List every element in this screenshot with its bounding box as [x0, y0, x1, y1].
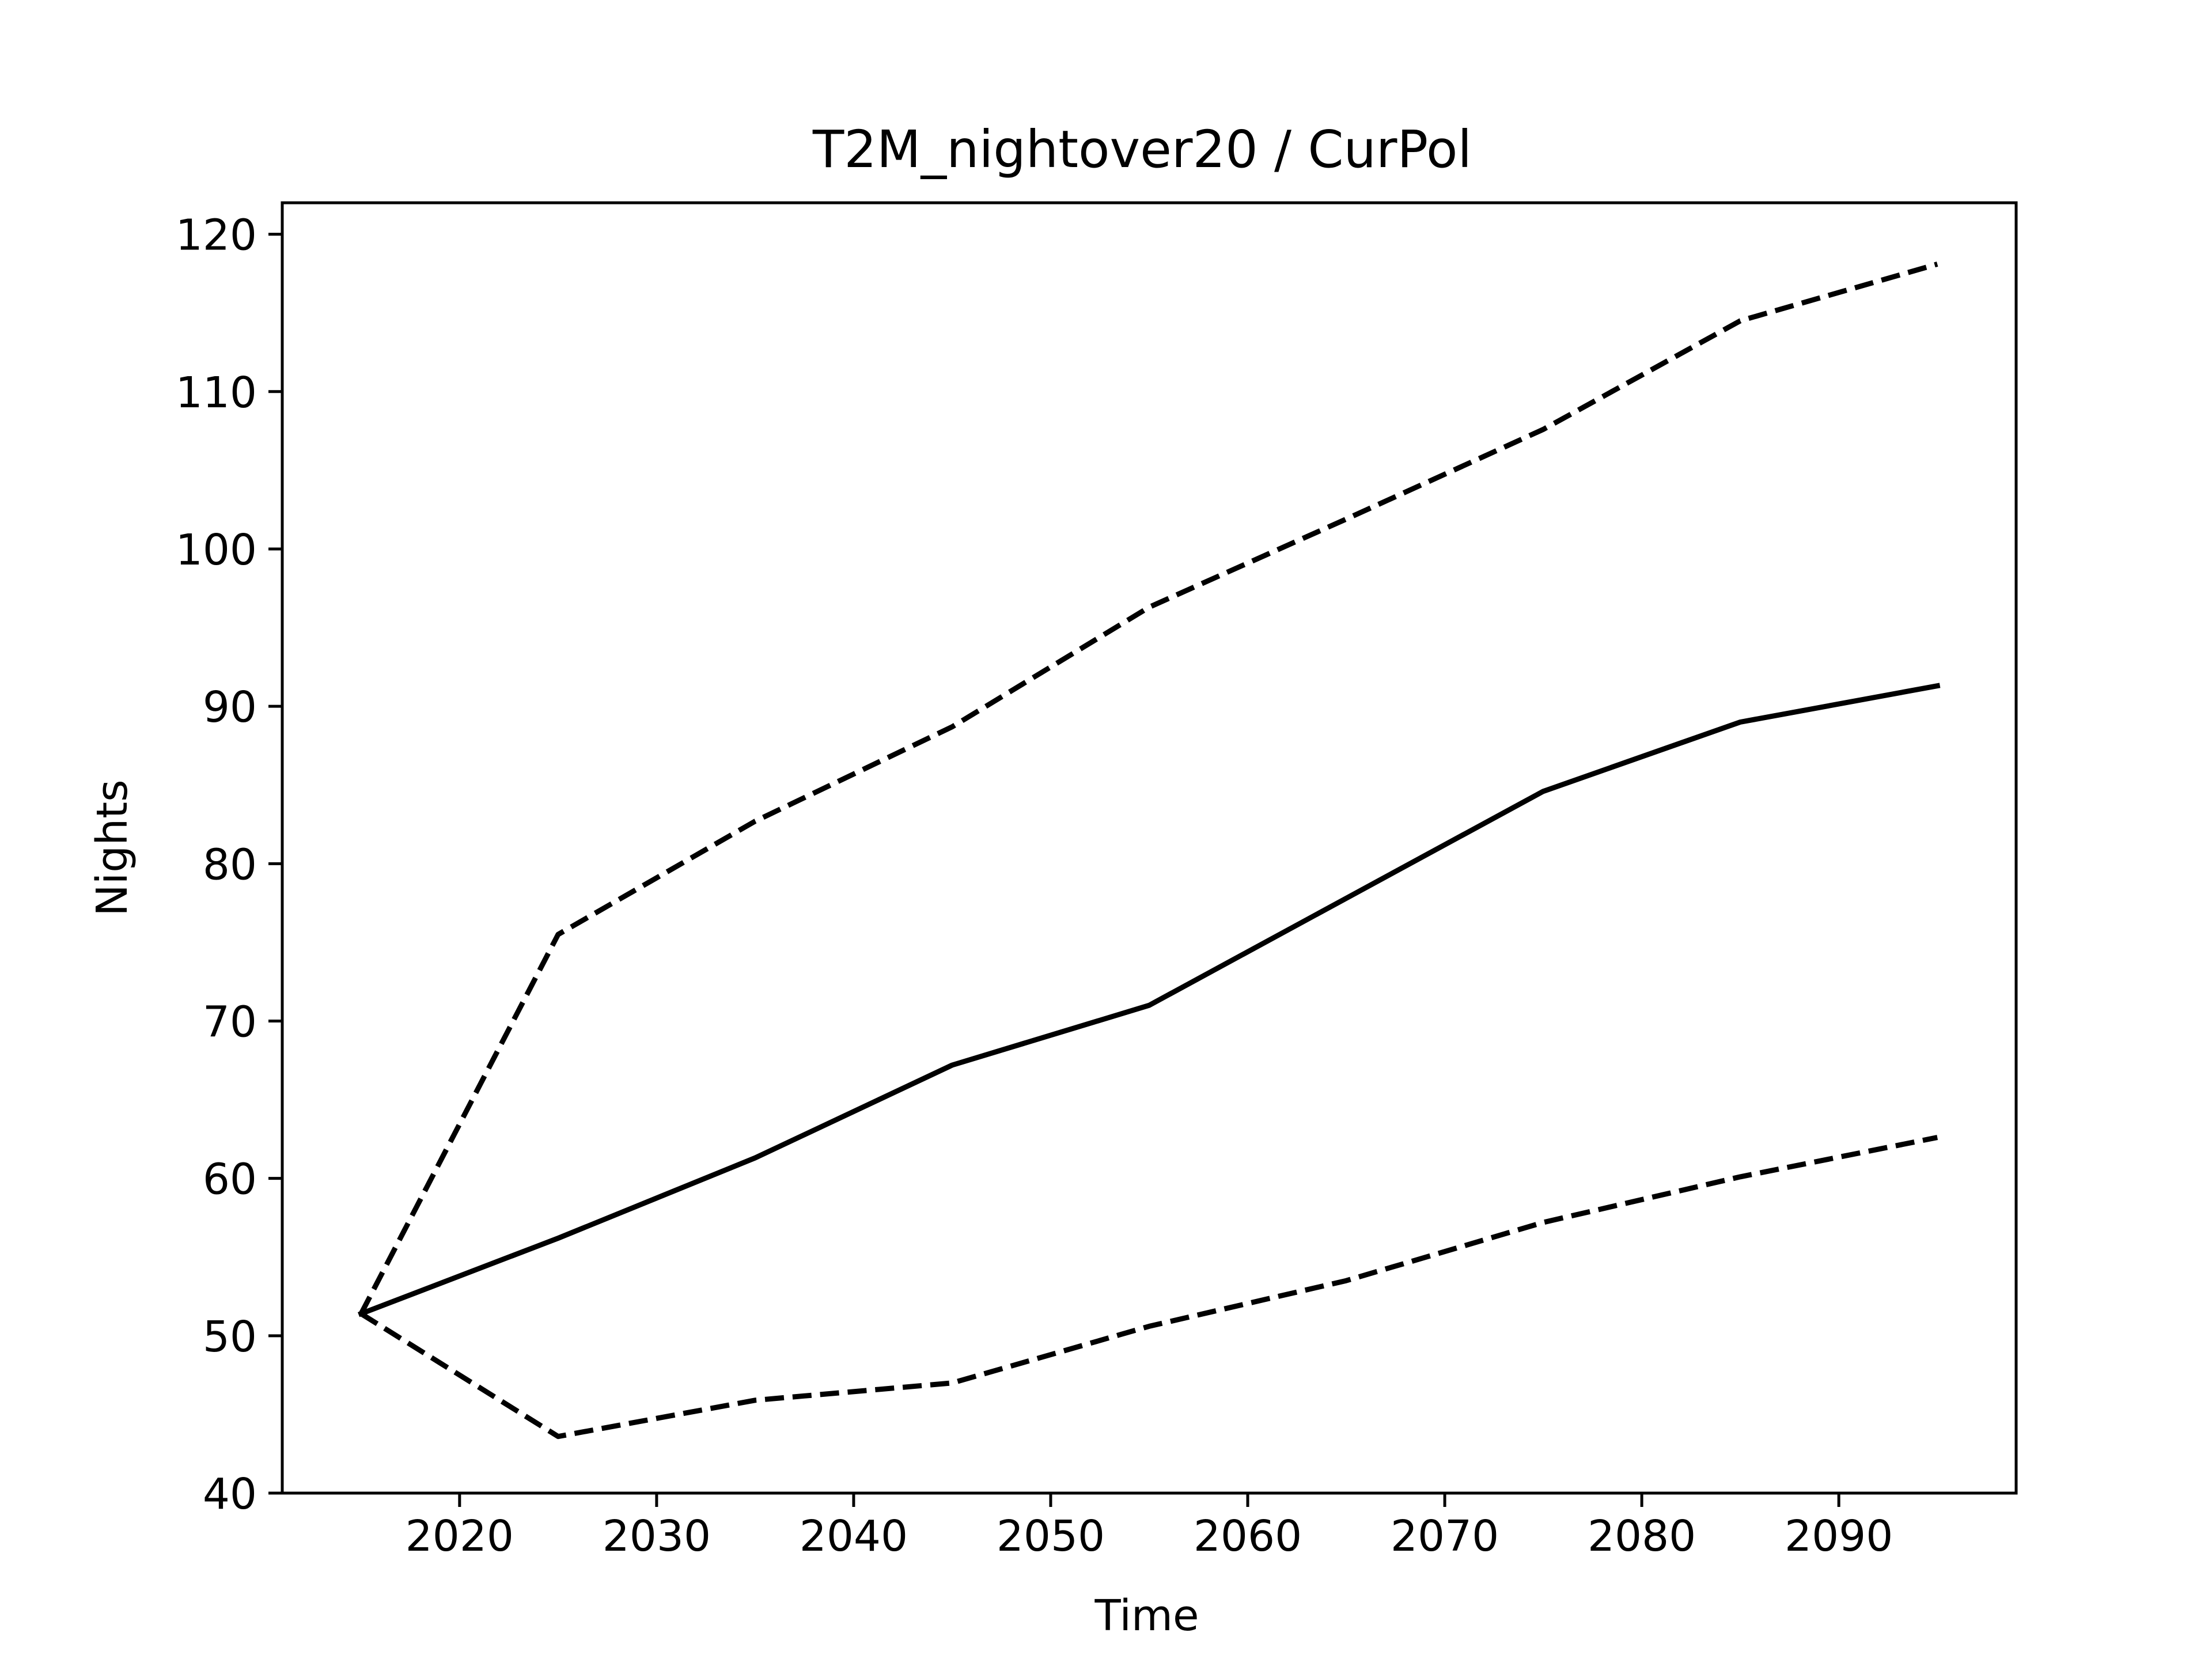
y-tick-label: 120 [176, 211, 257, 260]
y-tick-label: 70 [203, 997, 257, 1047]
x-tick-label: 2060 [1194, 1512, 1302, 1561]
series-line-3 [359, 1135, 1938, 1440]
series-lines [357, 262, 1941, 1440]
y-axis-label: Nights [88, 779, 137, 916]
plot-frame [281, 201, 2018, 1495]
y-axis: 40 50 60 70 80 90 100 110 120 [176, 211, 282, 1519]
y-tick-label: 110 [176, 368, 257, 418]
y-tick-label: 90 [203, 683, 257, 732]
x-tick-label: 2040 [800, 1512, 908, 1561]
series-line-1 [357, 683, 1941, 1317]
y-tick-label: 100 [176, 525, 257, 575]
x-tick-label: 2080 [1588, 1512, 1696, 1561]
y-tick-label: 60 [203, 1155, 257, 1205]
x-tick-label: 2090 [1785, 1512, 1893, 1561]
x-tick-label: 2070 [1391, 1512, 1499, 1561]
y-tick-label: 40 [203, 1469, 257, 1519]
x-tick-label: 2030 [603, 1512, 711, 1561]
chart-title: T2M_nightover20 / CurPol [812, 119, 1472, 179]
x-tick-label: 2020 [406, 1512, 514, 1561]
x-axis: 2020 2030 2040 2050 2060 2070 2080 2090 [406, 1493, 1893, 1561]
series-line-2 [358, 262, 1938, 1315]
y-tick-label: 50 [203, 1312, 257, 1362]
x-axis-label: Time [1094, 1591, 1199, 1641]
x-tick-label: 2050 [997, 1512, 1105, 1561]
y-tick-label: 80 [203, 840, 257, 889]
